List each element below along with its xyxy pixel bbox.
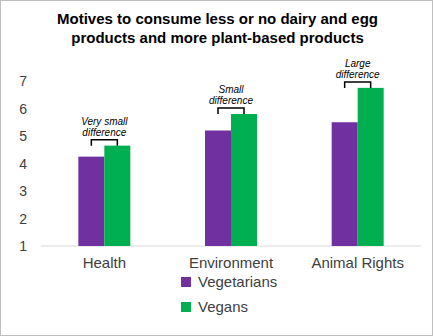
annotation-line: difference xyxy=(82,127,126,138)
y-tick xyxy=(37,246,41,247)
x-tick-label: Animal Rights xyxy=(311,254,404,271)
chart-frame: Motives to consume less or no dairy and … xyxy=(0,0,433,336)
annotation-line: Large xyxy=(345,58,371,69)
bar xyxy=(205,131,231,247)
legend-swatch xyxy=(181,302,191,312)
legend-swatch xyxy=(181,277,191,287)
bars xyxy=(78,88,383,246)
x-tick-label: Health xyxy=(83,254,126,271)
bar xyxy=(104,146,130,246)
annotation-line: difference xyxy=(336,69,380,80)
y-tick xyxy=(37,163,41,164)
y-tick xyxy=(37,81,41,82)
bar xyxy=(332,122,358,246)
legend-label: Vegans xyxy=(198,298,248,315)
annotation-line: Small xyxy=(218,84,244,95)
bar xyxy=(78,157,104,246)
bar xyxy=(358,88,384,246)
y-tick-label: 7 xyxy=(19,73,27,89)
y-tick-label: 2 xyxy=(19,211,27,227)
y-tick-label: 4 xyxy=(19,156,27,172)
y-tick xyxy=(37,108,41,109)
chart-svg: 1234567HealthVery smalldifferenceEnviron… xyxy=(1,1,432,335)
y-tick xyxy=(37,218,41,219)
annotation: Very smalldifference xyxy=(81,116,128,138)
annotation-line: Very small xyxy=(81,116,128,127)
y-tick-label: 6 xyxy=(19,101,27,117)
legend-label: Vegetarians xyxy=(198,273,277,290)
annotation-bracket xyxy=(91,140,117,146)
y-tick-label: 3 xyxy=(19,183,27,199)
annotation-line: difference xyxy=(209,95,253,106)
bar xyxy=(231,114,257,246)
y-tick xyxy=(37,191,41,192)
y-tick-label: 1 xyxy=(19,238,27,254)
annotation: Largedifference xyxy=(336,58,380,80)
annotation-bracket xyxy=(218,108,244,114)
y-tick xyxy=(37,136,41,137)
x-tick-label: Environment xyxy=(189,254,274,271)
annotation: Smalldifference xyxy=(209,84,253,106)
title: Motives to consume less or no dairy and … xyxy=(41,9,394,47)
y-tick-label: 5 xyxy=(19,128,27,144)
annotation-bracket xyxy=(345,82,371,88)
